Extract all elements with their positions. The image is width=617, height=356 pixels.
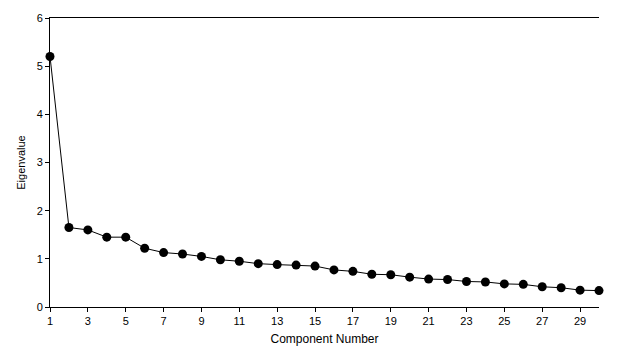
svg-text:25: 25	[498, 315, 510, 327]
svg-text:19: 19	[385, 315, 397, 327]
svg-text:0: 0	[37, 301, 43, 313]
svg-text:29: 29	[574, 315, 586, 327]
svg-text:11: 11	[234, 315, 245, 327]
svg-text:21: 21	[422, 315, 434, 327]
svg-text:Component Number: Component Number	[270, 332, 378, 346]
svg-text:1: 1	[47, 315, 53, 327]
svg-text:6: 6	[37, 12, 43, 24]
svg-text:7: 7	[161, 315, 167, 327]
svg-text:27: 27	[536, 315, 548, 327]
svg-text:Eigenvalue: Eigenvalue	[15, 135, 27, 189]
svg-text:1: 1	[37, 253, 43, 265]
svg-text:13: 13	[271, 315, 283, 327]
svg-text:3: 3	[37, 156, 43, 168]
svg-text:5: 5	[123, 315, 129, 327]
svg-text:2: 2	[37, 205, 43, 217]
svg-text:23: 23	[460, 315, 472, 327]
svg-text:17: 17	[347, 315, 359, 327]
svg-text:4: 4	[37, 108, 43, 120]
svg-text:9: 9	[198, 315, 204, 327]
svg-text:15: 15	[309, 315, 321, 327]
svg-text:5: 5	[37, 60, 43, 72]
svg-text:3: 3	[85, 315, 91, 327]
